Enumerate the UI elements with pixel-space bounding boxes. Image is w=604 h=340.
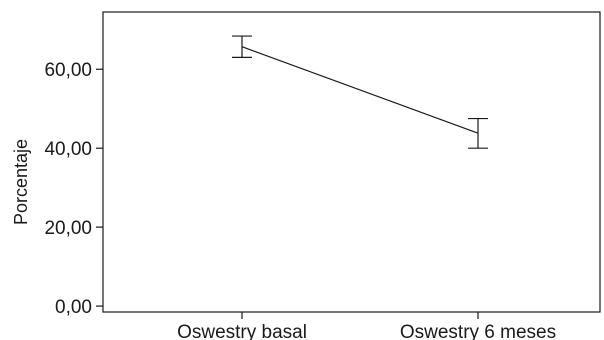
y-tick-label: 0,00 — [55, 297, 92, 318]
y-axis: 0,00 20,00 40,00 60,00 — [44, 60, 103, 318]
x-axis: Oswestry basal Oswestry 6 meses — [177, 312, 556, 340]
y-tick-label: 20,00 — [44, 218, 92, 239]
plot-frame — [102, 11, 601, 313]
plot-area — [102, 11, 601, 313]
y-tick-label: 40,00 — [44, 139, 92, 160]
y-axis-label: Porcentaje — [11, 139, 31, 225]
y-tick-label: 60,00 — [44, 60, 92, 81]
x-tick-label: Oswestry 6 meses — [400, 322, 556, 340]
x-tick-label: Oswestry basal — [177, 322, 307, 340]
series-layer — [232, 35, 488, 149]
series-line — [241, 46, 479, 134]
